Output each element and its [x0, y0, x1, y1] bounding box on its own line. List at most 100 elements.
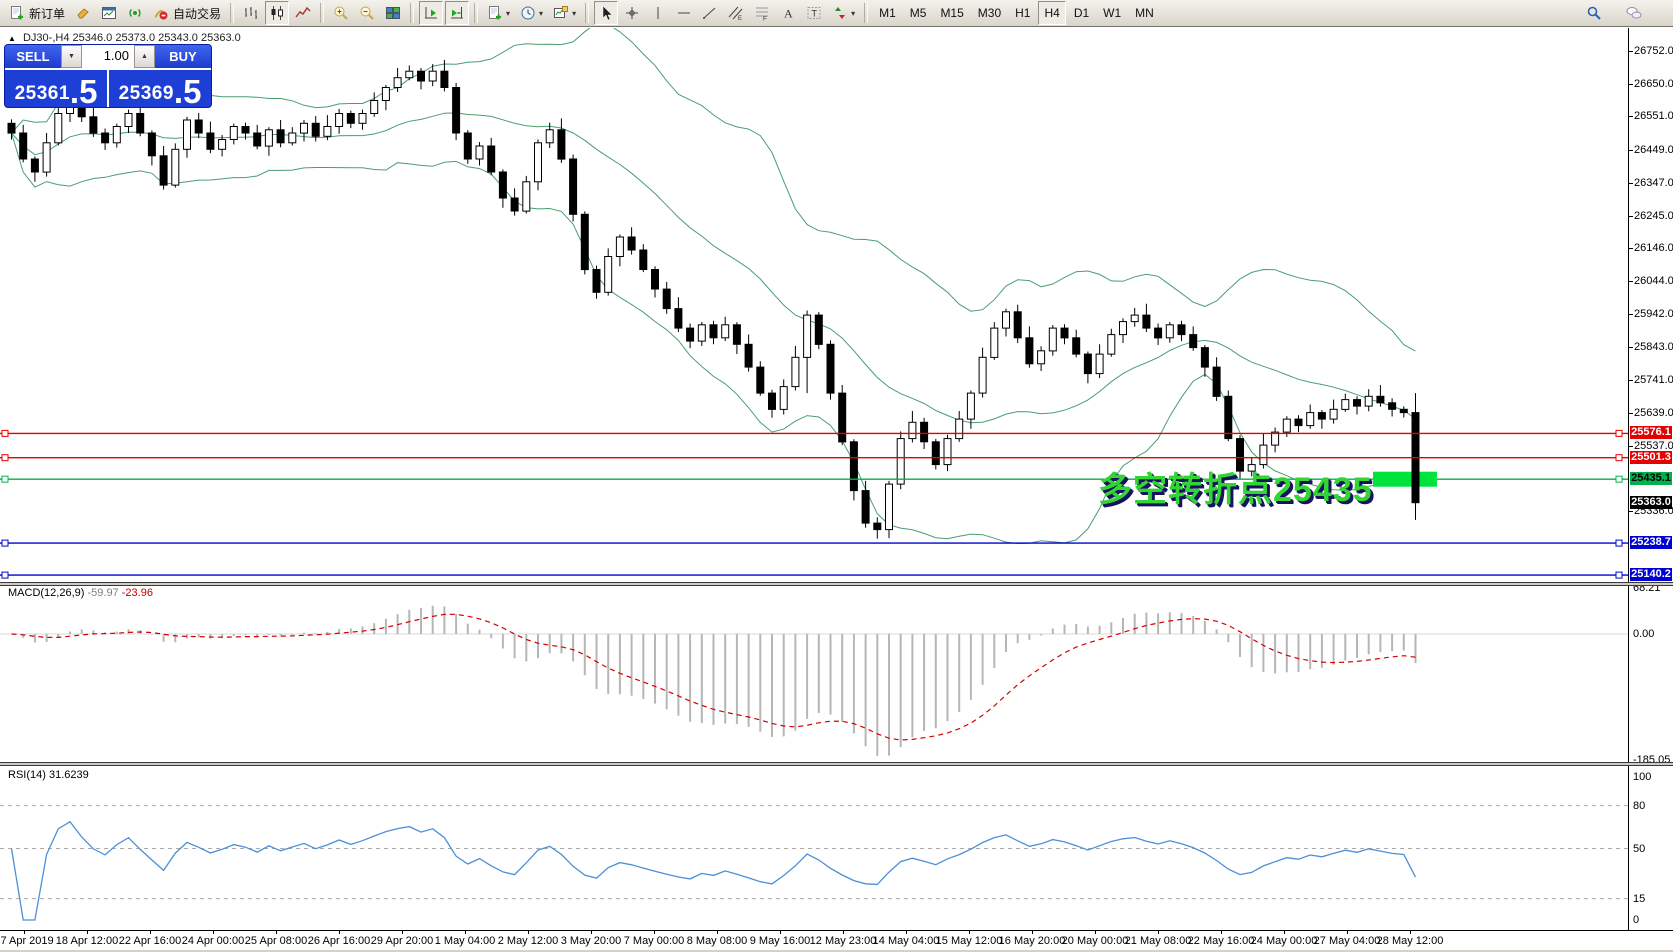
axis-tick: [1629, 380, 1633, 381]
price-axis[interactable]: 26752.0 26650.0 26551.0 26449.0 26347.0 26245…: [1628, 28, 1673, 930]
tf-m15-button[interactable]: M15: [934, 1, 969, 25]
crosshair-button[interactable]: [620, 1, 644, 25]
bar-chart-button[interactable]: [239, 1, 263, 25]
date-axis[interactable]: 17 Apr 2019 18 Apr 12:00 22 Apr 16:00 24 Ap…: [0, 930, 1673, 950]
chevron-down-icon[interactable]: ▾: [851, 8, 856, 18]
axis-tick: [1629, 183, 1633, 184]
bear-candle: [1200, 347, 1209, 368]
autoscroll-button[interactable]: [419, 1, 444, 25]
line-handle[interactable]: [1, 571, 9, 579]
search-button[interactable]: [1582, 1, 1606, 25]
autotrade-button[interactable]: 自动交易: [149, 1, 225, 25]
sell-button[interactable]: SELL: [5, 45, 61, 68]
line-handle[interactable]: [1, 429, 9, 437]
new-order-button[interactable]: 新订单: [5, 1, 69, 25]
chevron-down-icon[interactable]: ▾: [572, 8, 577, 18]
main-chart-pane[interactable]: [0, 28, 1628, 582]
templates-button[interactable]: ▾: [549, 1, 580, 25]
bull-candle: [112, 126, 121, 144]
signal-icon: [127, 5, 143, 21]
signals-button[interactable]: [123, 1, 147, 25]
line-handle[interactable]: [1615, 539, 1623, 547]
chart-shift-button[interactable]: [445, 1, 470, 25]
buy-price[interactable]: 25369.5: [118, 73, 202, 108]
fibonacci-button[interactable]: F: [750, 1, 774, 25]
resistance-price-label: 25501.3: [1630, 451, 1672, 464]
axis-tick: [150, 931, 151, 934]
line-handle[interactable]: [1615, 429, 1623, 437]
tf-m30-button[interactable]: M30: [972, 1, 1007, 25]
pane-separator[interactable]: [0, 762, 1673, 766]
equidistant-channel-button[interactable]: E: [724, 1, 748, 25]
resistance-price-label: 25576.1: [1630, 426, 1672, 439]
macd-pane[interactable]: [0, 586, 1628, 762]
rsi-pane[interactable]: [0, 766, 1628, 929]
tf-w1-button[interactable]: W1: [1097, 1, 1127, 25]
bull-candle: [428, 70, 437, 82]
bear-candle: [30, 158, 39, 173]
cursor-button[interactable]: [594, 1, 619, 25]
chat-button[interactable]: [1622, 1, 1646, 25]
horizontal-line-button[interactable]: [672, 1, 696, 25]
bull-candle: [1282, 418, 1291, 433]
tf-mn-button[interactable]: MN: [1129, 1, 1160, 25]
line-handle[interactable]: [1, 475, 9, 483]
zoom-out-button[interactable]: [355, 1, 379, 25]
bull-candle: [1048, 327, 1057, 352]
volume-value[interactable]: 1.00: [103, 48, 129, 63]
sell-price[interactable]: 25361.5: [14, 73, 98, 108]
line-chart-button[interactable]: [291, 1, 315, 25]
chevron-down-icon[interactable]: ▾: [539, 8, 544, 18]
tile-windows-button[interactable]: [381, 1, 405, 25]
autoscroll-icon: [423, 5, 439, 21]
bollinger-band-line: [11, 28, 1416, 352]
tf-d1-button-label: D1: [1073, 6, 1090, 20]
line-handle[interactable]: [1615, 475, 1623, 483]
trendline-button[interactable]: [698, 1, 722, 25]
bull-candle: [358, 113, 367, 124]
chevron-down-icon[interactable]: ▾: [506, 8, 511, 18]
panel-collapse-icon[interactable]: ▲: [8, 34, 16, 43]
textA-icon: A: [780, 5, 796, 21]
line-handle[interactable]: [1615, 454, 1623, 462]
zoom-in-button[interactable]: [329, 1, 353, 25]
bull-candle: [615, 236, 624, 257]
eraser-button[interactable]: [71, 1, 95, 25]
line-handle[interactable]: [1615, 571, 1623, 579]
tf-m1-button[interactable]: M1: [873, 1, 902, 25]
text-label-button[interactable]: T: [802, 1, 826, 25]
volume-increase-button[interactable]: ▲: [134, 45, 155, 68]
indicators-button[interactable]: ▾: [483, 1, 514, 25]
annotation-text[interactable]: 多空转折点25435: [1098, 471, 1373, 509]
axis-tick: [1629, 347, 1633, 348]
chart-window-button[interactable]: [97, 1, 121, 25]
toolbar-group: E F A T ▾: [593, 1, 860, 25]
axis-tick: [1629, 150, 1633, 151]
bull-candle: [604, 256, 613, 293]
tf-m15-button-label: M15: [940, 6, 964, 20]
axis-tick: [276, 931, 277, 934]
bull-candle: [1341, 399, 1350, 410]
arrows-button[interactable]: ▾: [828, 1, 859, 25]
highlight-rect[interactable]: [1373, 471, 1437, 487]
buy-button[interactable]: BUY: [155, 45, 211, 68]
axis-tick: [1629, 413, 1633, 414]
text-button[interactable]: A: [776, 1, 800, 25]
bear-candle: [136, 113, 145, 134]
line-handle[interactable]: [1, 454, 9, 462]
tf-m1-button-label: M1: [879, 6, 896, 20]
vertical-line-button[interactable]: [646, 1, 670, 25]
tf-m5-button[interactable]: M5: [904, 1, 933, 25]
volume-decrease-button[interactable]: ▼: [61, 45, 82, 68]
pane-separator[interactable]: [0, 582, 1673, 586]
bear-candle: [569, 158, 578, 215]
periods-button[interactable]: ▾: [516, 1, 547, 25]
bear-candle: [1376, 395, 1385, 404]
line-handle[interactable]: [1, 539, 9, 547]
tf-d1-button[interactable]: D1: [1068, 1, 1095, 25]
tf-h1-button[interactable]: H1: [1009, 1, 1036, 25]
tf-h4-button[interactable]: H4: [1038, 1, 1066, 25]
bull-candle: [288, 132, 297, 144]
crosshair-icon: [624, 5, 640, 21]
candlestick-button[interactable]: [265, 1, 290, 25]
